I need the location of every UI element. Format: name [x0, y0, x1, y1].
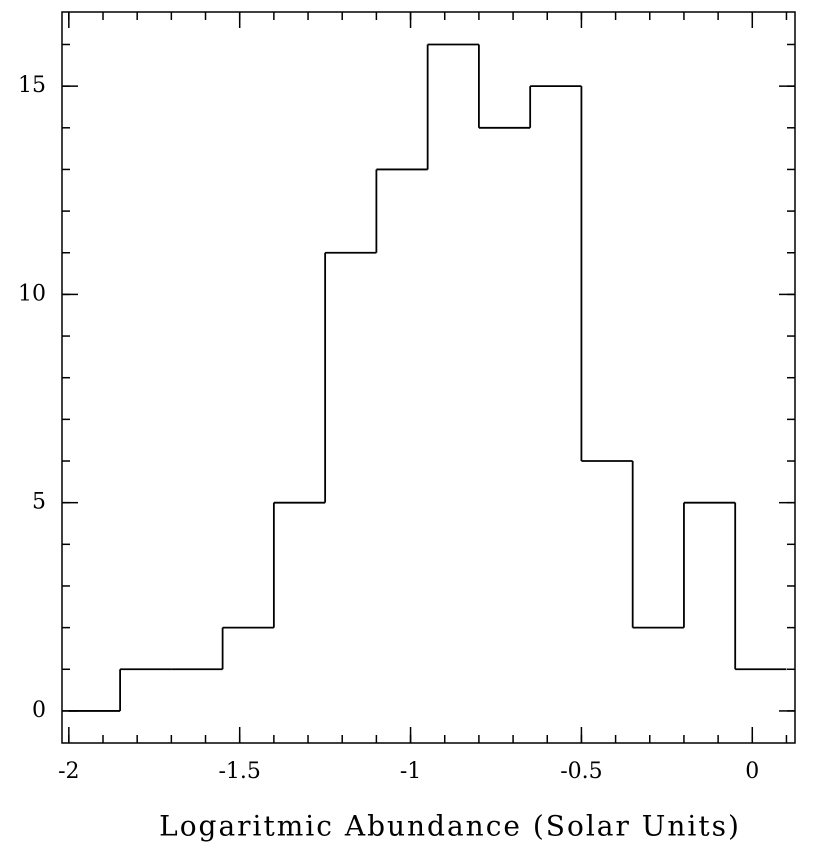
x-tick-label: -1.5 [218, 759, 260, 784]
x-tick-label: 0 [745, 759, 759, 784]
y-tick-label: 5 [32, 490, 46, 515]
y-tick-label: 0 [32, 698, 46, 723]
x-tick-label: -1 [400, 759, 421, 784]
x-tick-label: -0.5 [560, 759, 602, 784]
x-tick-label: -2 [58, 759, 79, 784]
y-tick-label: 15 [18, 73, 46, 98]
y-tick-label: 10 [18, 281, 46, 306]
x-axis-label: Logaritmic Abundance (Solar Units) [159, 810, 741, 843]
